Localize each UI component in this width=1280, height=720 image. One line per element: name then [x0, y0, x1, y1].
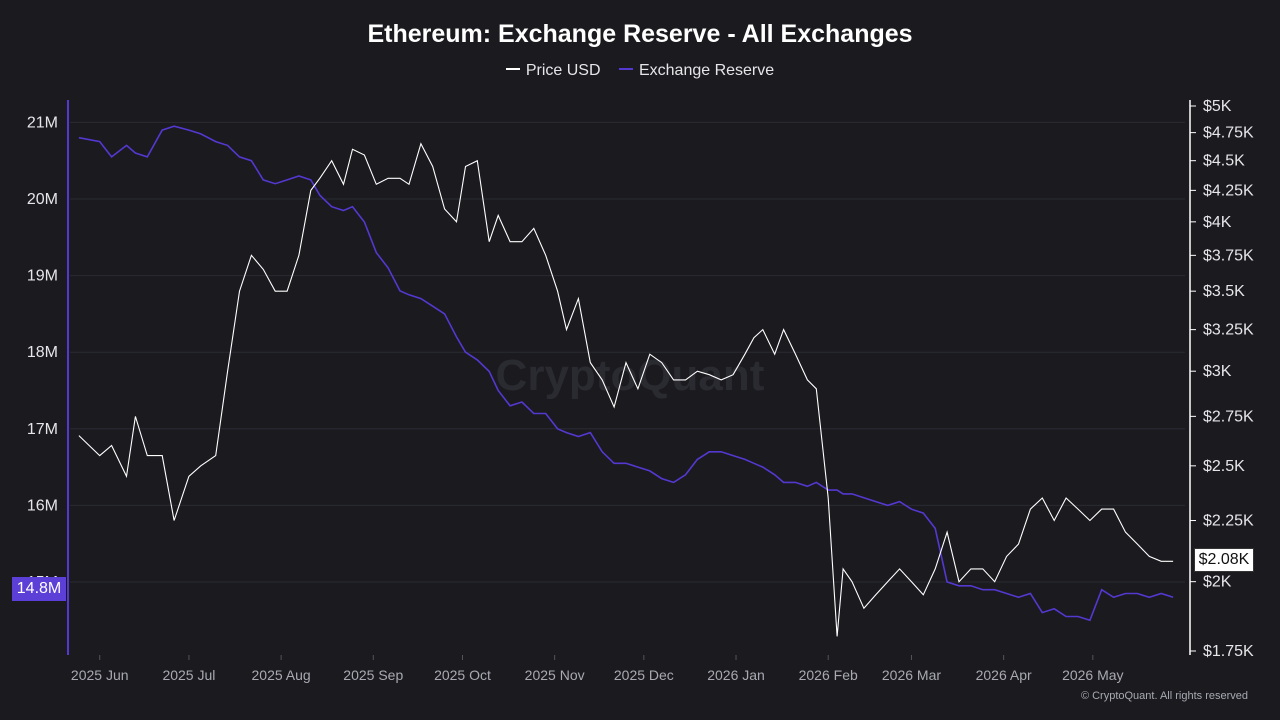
right-axis: $5K $4.75K $4.5K $4.25K $4K $3.75K $3.5K $3.25K…: [1189, 98, 1254, 660]
chart-legend: Price USD Exchange Reserve: [0, 62, 1280, 80]
legend-swatch-price: [505, 67, 520, 70]
legend-label-reserve: Exchange Reserve: [638, 62, 775, 79]
right-tick-label: $2.5K: [1203, 458, 1245, 475]
right-tick-label: $4K: [1203, 214, 1232, 231]
x-tick-label: 2026 Feb: [799, 667, 858, 683]
right-tick-label: $3.25K: [1203, 322, 1254, 339]
right-tick-label: $3.5K: [1203, 283, 1245, 300]
x-tick-label: 2025 Aug: [252, 667, 311, 683]
right-tick-label: $3K: [1203, 363, 1232, 380]
x-tick-label: 2025 Dec: [614, 667, 674, 683]
left-tick-label: 20M: [27, 191, 58, 208]
legend-swatch-reserve: [618, 67, 633, 70]
grid-lines: [70, 121, 1185, 583]
left-tick-label: 19M: [27, 268, 58, 285]
x-tick-label: 2025 Jul: [162, 667, 215, 683]
copyright-text: © CryptoQuant. All rights reserved: [1080, 690, 1248, 702]
x-axis: 2025 Jun 2025 Jul 2025 Aug 2025 Sep 2025 Oct…: [71, 655, 1124, 683]
legend-item-reserve[interactable]: Exchange Reserve: [618, 62, 775, 80]
legend-label-price: Price USD: [525, 62, 601, 79]
left-tick-label: 17M: [27, 421, 58, 438]
right-tick-label: $1.75K: [1203, 643, 1254, 660]
watermark-text: CryptoQuant: [496, 351, 765, 400]
x-tick-label: 2025 Jun: [71, 667, 129, 683]
legend-item-price[interactable]: Price USD: [505, 62, 601, 80]
right-tick-label: $4.75K: [1203, 125, 1254, 142]
left-tick-label: 18M: [27, 344, 58, 361]
right-tick-label: $4.5K: [1203, 153, 1245, 170]
x-tick-label: 2026 Apr: [976, 667, 1032, 683]
right-tick-label: $2.75K: [1203, 408, 1254, 425]
series-line-exchange-reserve: [78, 125, 1174, 622]
right-tick-label: $5K: [1203, 98, 1232, 115]
left-tick-label: 21M: [27, 114, 58, 131]
right-tick-label: $2.25K: [1203, 513, 1254, 530]
x-tick-label: 2025 Nov: [525, 667, 585, 683]
current-price-badge: $2.08K: [1194, 548, 1254, 572]
x-tick-label: 2026 Jan: [707, 667, 765, 683]
current-reserve-badge: 14.8M: [12, 577, 66, 601]
x-tick-label: 2026 Mar: [882, 667, 941, 683]
series-line-price-usd: [78, 142, 1174, 637]
x-tick-label: 2025 Sep: [343, 667, 403, 683]
right-tick-label: $3.75K: [1203, 247, 1254, 264]
x-tick-label: 2026 May: [1062, 667, 1123, 683]
right-tick-label: $4.25K: [1203, 182, 1254, 199]
left-tick-label: 16M: [27, 497, 58, 514]
x-tick-label: 2025 Oct: [434, 667, 491, 683]
left-axis: 21M20M19M18M17M16M15M: [27, 100, 69, 655]
chart-title: Ethereum: Exchange Reserve - All Exchang…: [367, 20, 913, 48]
right-tick-label: $2K: [1203, 574, 1232, 591]
